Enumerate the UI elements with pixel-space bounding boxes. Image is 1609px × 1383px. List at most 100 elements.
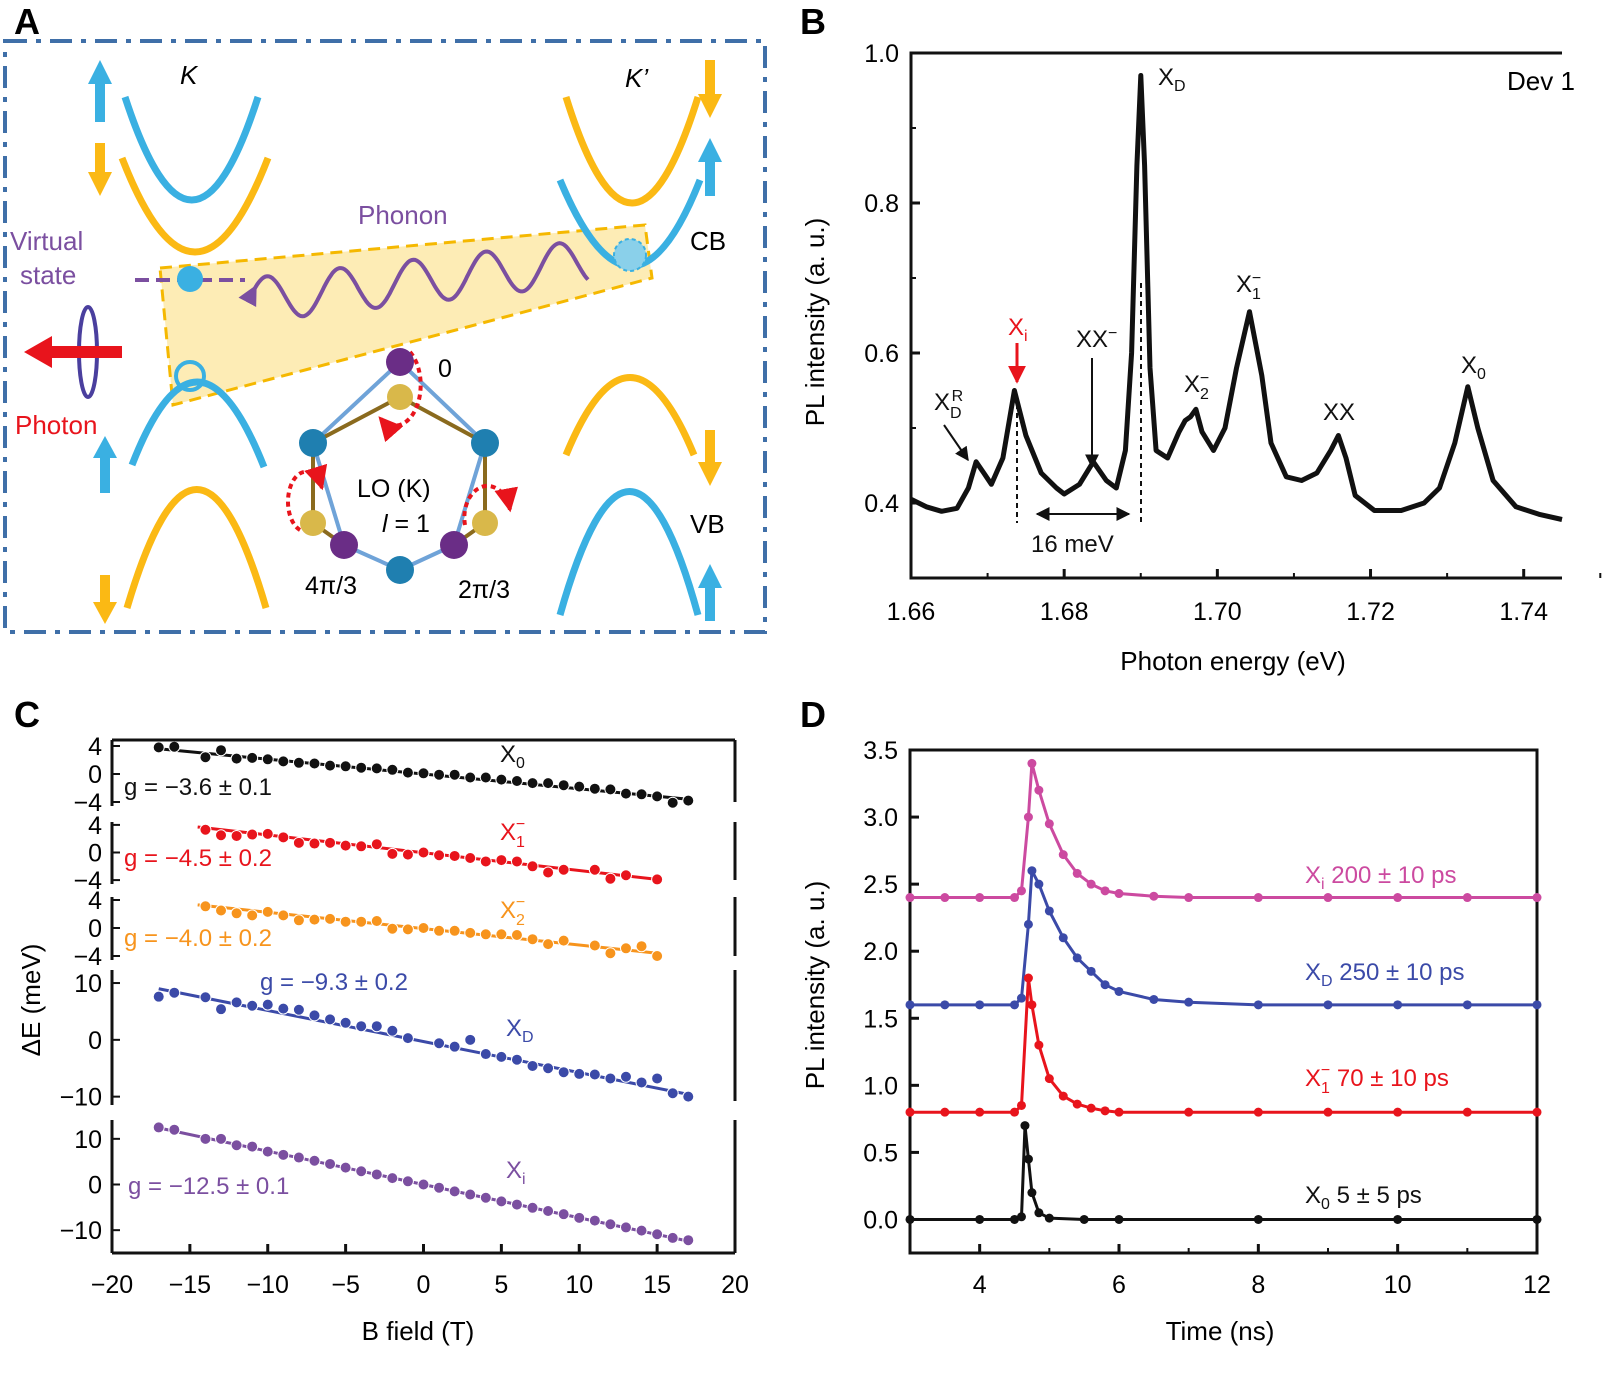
d-data-point-xi [1058, 850, 1068, 860]
spin-up-arrow-icon [93, 436, 117, 493]
c-data-point-x0 [339, 760, 352, 773]
d-data-point-xd [905, 1000, 915, 1010]
lattice-mode-icon [285, 348, 518, 584]
c-data-point-x1- [464, 852, 477, 865]
c-data-point-xd [308, 1009, 321, 1022]
c-label-x1-minus: X1− [500, 816, 525, 851]
c-data-point-xi [542, 1204, 555, 1217]
c-data-point-xi [292, 1151, 305, 1164]
c-data-point-xd [433, 1037, 446, 1050]
c-data-point-xi [666, 1231, 679, 1244]
c-data-point-xi [526, 1201, 539, 1214]
d-data-point-x1- [1532, 1107, 1542, 1117]
b-y-axis-label: PL intensity (a. u.) [800, 218, 830, 427]
b-x-tick-label: 1.72 [1346, 598, 1395, 626]
c-y-tick-label: 4 [88, 887, 102, 915]
c-data-point-x2- [433, 924, 446, 937]
c-data-point-x2- [417, 922, 430, 934]
c-label-x2-minus: X2− [500, 894, 525, 929]
panel-label-c: C [14, 694, 40, 735]
c-data-point-x0 [246, 751, 259, 764]
c-g-factor-xi: g = −12.5 ± 0.1 [128, 1173, 289, 1200]
spin-down-arrow-icon [93, 575, 117, 624]
d-x-tick-label: 6 [1112, 1271, 1126, 1299]
d-label-x1-minus: X1− 70 ± 10 ps [1305, 1062, 1449, 1097]
hole [174, 360, 206, 392]
c-data-point-xi [573, 1211, 586, 1224]
b-annotation-xd: XD [1158, 64, 1186, 95]
d-data-point-xi [1072, 868, 1082, 878]
c-data-point-x0 [573, 780, 586, 793]
d-data-point-x1- [1323, 1107, 1333, 1117]
c-data-point-x2- [355, 915, 368, 928]
d-data-point-xd [1462, 1000, 1472, 1010]
d-y-tick-label: 0.0 [863, 1206, 898, 1234]
c-data-point-xd [448, 1040, 461, 1053]
c-g-factor-x2-minus: g = −4.0 ± 0.2 [124, 925, 272, 952]
c-x-tick-label: 0 [417, 1271, 431, 1299]
d-data-point-xi [975, 893, 985, 903]
c-data-point-xd [355, 1020, 368, 1033]
c-data-point-x0 [651, 790, 664, 803]
d-data-point-x1- [1086, 1103, 1096, 1113]
c-y-tick-label: 0 [88, 915, 102, 943]
b-axes-frame [909, 51, 1562, 580]
c-data-point-x1- [386, 847, 399, 860]
d-data-point-x0 [1253, 1214, 1263, 1224]
c-data-point-x1- [261, 827, 274, 840]
c-data-point-x2- [510, 929, 523, 941]
c-data-point-xd [401, 1032, 414, 1045]
kprime-valence-band-spin-down [562, 374, 698, 457]
c-data-point-x1- [215, 829, 228, 842]
d-data-point-xi [1184, 893, 1194, 903]
d-axes-frame [908, 748, 1539, 1255]
c-data-point-x2- [401, 923, 414, 936]
c-data-point-xd [292, 1003, 305, 1016]
d-data-point-x1- [1462, 1107, 1472, 1117]
c-data-point-x2- [339, 915, 352, 928]
d-data-point-x1- [1044, 1074, 1054, 1084]
b-annotation-xx: XX [1323, 399, 1355, 426]
c-data-point-xi [261, 1145, 274, 1158]
c-data-point-x1- [495, 854, 508, 867]
c-data-point-xd [168, 986, 181, 999]
d-data-point-x0 [1020, 1121, 1030, 1131]
d-data-point-xi [1323, 893, 1333, 903]
d-y-tick-label: 0.5 [863, 1139, 898, 1167]
c-data-point-xi [479, 1191, 492, 1204]
c-data-point-xi [277, 1148, 290, 1161]
c-data-point-xi [230, 1139, 243, 1152]
c-data-point-xi [339, 1161, 352, 1174]
c-data-point-x1- [510, 855, 523, 868]
c-data-point-x1- [401, 848, 414, 861]
d-x-tick-label: 8 [1251, 1271, 1265, 1299]
c-data-point-x0 [495, 773, 508, 786]
c-data-point-xd [479, 1048, 492, 1061]
d-y-tick-label: 3.0 [863, 804, 898, 832]
c-data-point-xd [215, 1003, 228, 1016]
c-data-point-xd [386, 1024, 399, 1037]
c-data-point-x1- [246, 828, 259, 841]
c-data-point-x0 [230, 752, 243, 765]
c-data-point-x2- [246, 909, 259, 922]
d-data-point-x1- [1253, 1107, 1263, 1117]
d-data-point-xd [1010, 1000, 1019, 1010]
c-data-point-xi [152, 1121, 165, 1134]
c-data-point-x1- [651, 873, 664, 886]
d-data-point-xi [1016, 886, 1026, 896]
phonon-wave [238, 241, 590, 319]
d-data-point-xi [1462, 893, 1472, 903]
c-data-point-xi [355, 1165, 368, 1178]
b-x-tick-label: 1.68 [1040, 598, 1089, 626]
c-data-point-xi [635, 1224, 648, 1237]
c-data-point-x2- [651, 950, 664, 962]
d-y-tick-label: 1.5 [863, 1005, 898, 1033]
d-data-point-xi [1393, 893, 1403, 903]
d-data-point-x1- [975, 1107, 985, 1117]
electron-kprime [613, 238, 647, 272]
d-data-point-xi [1044, 819, 1054, 829]
phase-2pi3-label: 2π/3 [458, 576, 510, 604]
c-data-point-x1- [557, 863, 570, 876]
d-data-point-x0 [1010, 1214, 1019, 1224]
